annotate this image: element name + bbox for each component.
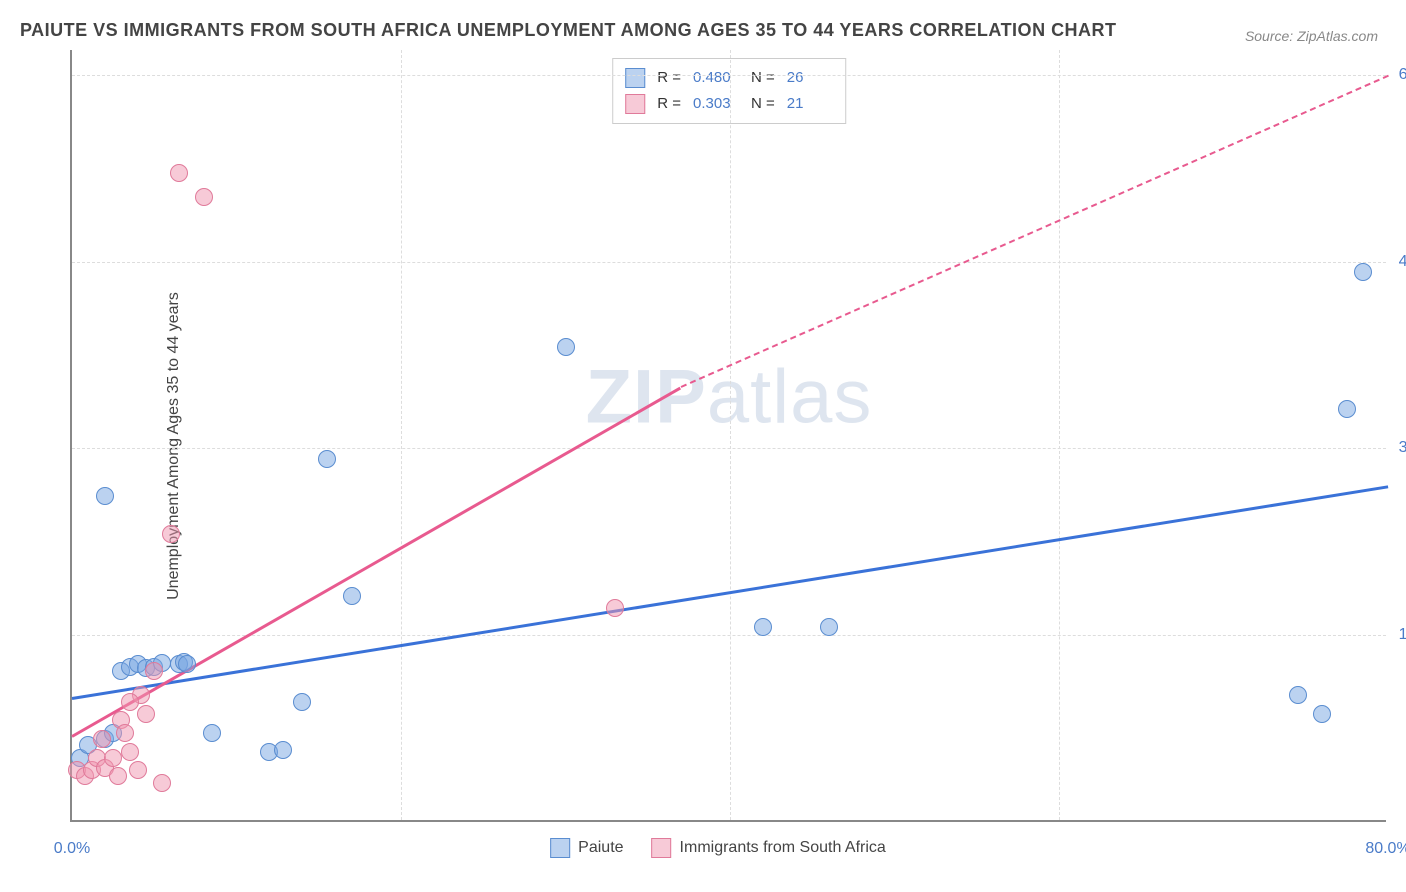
- data-point: [104, 749, 122, 767]
- data-point: [1313, 705, 1331, 723]
- n-value: 26: [787, 65, 833, 91]
- data-point: [116, 724, 134, 742]
- data-point: [318, 450, 336, 468]
- n-label: N =: [751, 65, 775, 91]
- stats-legend-row: R = 0.480 N = 26: [625, 65, 833, 91]
- gridline-vertical: [730, 50, 731, 820]
- legend-label: Paiute: [578, 839, 623, 857]
- data-point: [1289, 686, 1307, 704]
- data-point: [153, 774, 171, 792]
- chart-title: PAIUTE VS IMMIGRANTS FROM SOUTH AFRICA U…: [20, 20, 1117, 41]
- legend-swatch: [652, 838, 672, 858]
- data-point: [1338, 400, 1356, 418]
- x-tick-label: 0.0%: [54, 840, 90, 858]
- legend-label: Immigrants from South Africa: [680, 839, 886, 857]
- data-point: [557, 338, 575, 356]
- legend-swatch: [550, 838, 570, 858]
- data-point: [1354, 263, 1372, 281]
- source-attribution: Source: ZipAtlas.com: [1245, 28, 1378, 44]
- data-point: [170, 164, 188, 182]
- chart-container: Unemployment Among Ages 35 to 44 years Z…: [50, 50, 1386, 842]
- gridline-horizontal: [72, 262, 1386, 263]
- data-point: [203, 724, 221, 742]
- data-point: [121, 743, 139, 761]
- data-point: [754, 618, 772, 636]
- stats-legend-row: R = 0.303 N = 21: [625, 91, 833, 117]
- y-tick-label: 30.0%: [1399, 439, 1406, 457]
- plot-area: ZIPatlas R =0.480N =26R =0.303N =21 15.0…: [70, 50, 1386, 822]
- gridline-horizontal: [72, 448, 1386, 449]
- series-legend: Paiute Immigrants from South Africa: [550, 838, 886, 858]
- trendline-immigrants-from-south-africa: [71, 386, 681, 737]
- gridline-horizontal: [72, 635, 1386, 636]
- n-value: 21: [787, 91, 833, 117]
- data-point: [195, 188, 213, 206]
- data-point: [293, 693, 311, 711]
- gridline-vertical: [401, 50, 402, 820]
- data-point: [178, 655, 196, 673]
- data-point: [162, 525, 180, 543]
- n-label: N =: [751, 91, 775, 117]
- gridline-horizontal: [72, 75, 1386, 76]
- data-point: [820, 618, 838, 636]
- r-label: R =: [657, 65, 681, 91]
- y-tick-label: 45.0%: [1399, 253, 1406, 271]
- y-tick-label: 60.0%: [1399, 66, 1406, 84]
- data-point: [606, 599, 624, 617]
- data-point: [343, 587, 361, 605]
- data-point: [121, 693, 139, 711]
- y-tick-label: 15.0%: [1399, 626, 1406, 644]
- legend-swatch: [625, 68, 645, 88]
- r-label: R =: [657, 91, 681, 117]
- legend-item: Paiute: [550, 838, 623, 858]
- r-value: 0.303: [693, 91, 739, 117]
- stats-legend: R = 0.480 N = 26 R = 0.303 N = 21: [612, 58, 846, 124]
- data-point: [109, 767, 127, 785]
- data-point: [145, 662, 163, 680]
- r-value: 0.480: [693, 65, 739, 91]
- data-point: [129, 761, 147, 779]
- data-point: [96, 487, 114, 505]
- data-point: [137, 705, 155, 723]
- data-point: [93, 730, 111, 748]
- data-point: [274, 741, 292, 759]
- legend-item: Immigrants from South Africa: [652, 838, 886, 858]
- gridline-vertical: [1059, 50, 1060, 820]
- x-tick-label: 80.0%: [1365, 840, 1406, 858]
- legend-swatch: [625, 94, 645, 114]
